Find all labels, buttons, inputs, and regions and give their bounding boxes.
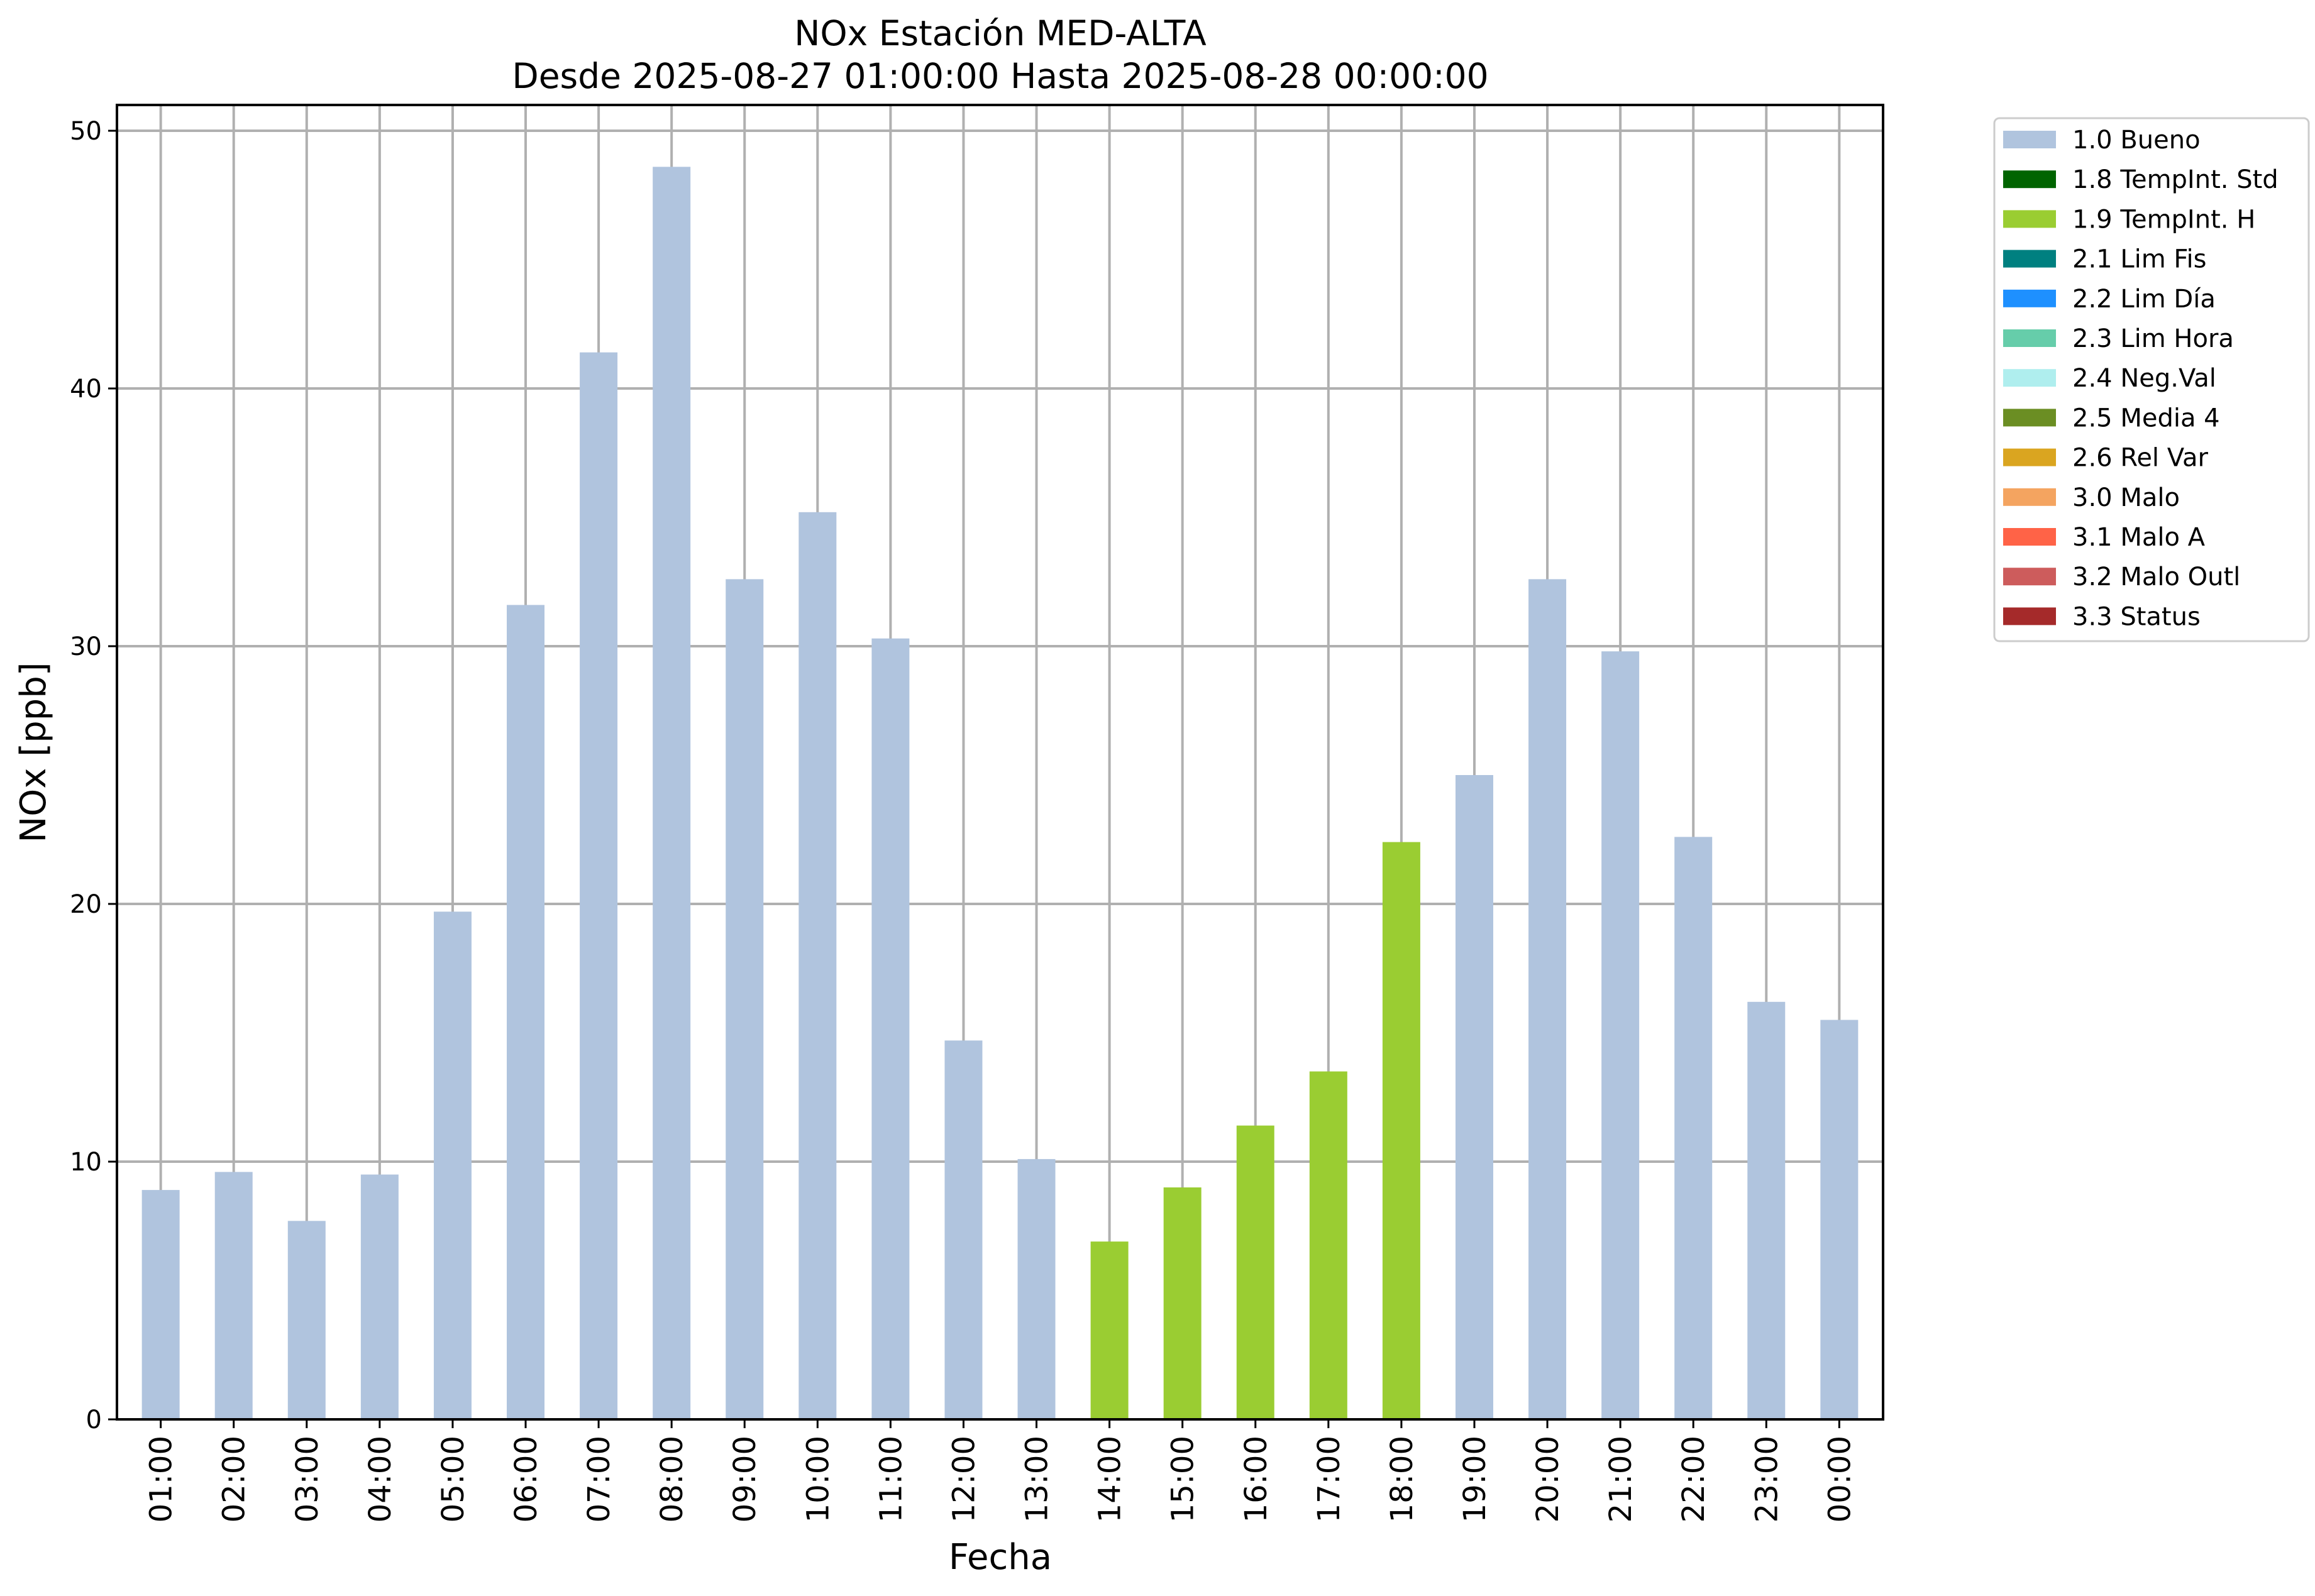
y-tick-label: 20 xyxy=(70,890,102,919)
legend-label: 2.6 Rel Var xyxy=(2072,444,2209,473)
bar-17:00 xyxy=(1309,1071,1347,1419)
x-tick-label: 22:00 xyxy=(1676,1436,1711,1522)
x-tick-label: 03:00 xyxy=(290,1436,325,1522)
x-tick-label: 07:00 xyxy=(582,1436,617,1522)
bar-20:00 xyxy=(1528,579,1567,1419)
x-tick-label: 11:00 xyxy=(873,1436,909,1522)
x-tick-label: 14:00 xyxy=(1093,1436,1128,1522)
x-tick-label: 10:00 xyxy=(800,1436,836,1522)
bar-13:00 xyxy=(1017,1158,1056,1419)
x-tick-label: 02:00 xyxy=(217,1436,252,1522)
x-tick-label: 00:00 xyxy=(1822,1436,1857,1522)
y-axis-label: NOx [ppb] xyxy=(13,662,54,842)
bar-12:00 xyxy=(944,1040,983,1419)
x-tick-label: 23:00 xyxy=(1749,1436,1784,1522)
legend-label: 2.1 Lim Fis xyxy=(2072,245,2206,274)
x-axis-ticks: 01:00 02:00 03:00 04:00 05:00 06:00 07:00 08:00… xyxy=(144,1419,1857,1522)
x-tick-label: 19:00 xyxy=(1457,1436,1493,1522)
bar-02:00 xyxy=(214,1172,253,1419)
x-tick-label: 17:00 xyxy=(1312,1436,1347,1522)
legend-swatch xyxy=(2003,528,2056,546)
y-tick-label: 30 xyxy=(70,632,102,661)
bar-05:00 xyxy=(433,911,472,1419)
x-tick-label: 09:00 xyxy=(727,1436,763,1522)
legend-swatch xyxy=(2003,329,2056,347)
x-tick-label: 18:00 xyxy=(1384,1436,1420,1522)
bar-06:00 xyxy=(507,605,545,1419)
bar-04:00 xyxy=(360,1174,399,1419)
y-tick-label: 50 xyxy=(70,117,102,146)
legend-label: 2.3 Lim Hora xyxy=(2072,324,2234,353)
legend-label: 1.9 TempInt. H xyxy=(2072,205,2255,234)
x-axis-label: Fecha xyxy=(949,1537,1052,1578)
y-tick-label: 0 xyxy=(86,1406,102,1434)
chart-subtitle: Desde 2025-08-27 01:00:00 Hasta 2025-08-… xyxy=(512,56,1488,96)
x-tick-label: 06:00 xyxy=(509,1436,544,1522)
legend: 1.0 Bueno 1.8 TempInt. Std 1.9 TempInt. H 2… xyxy=(1993,117,2310,642)
legend-swatch xyxy=(2003,369,2056,387)
legend-label: 1.0 Bueno xyxy=(2072,126,2201,155)
bar-19:00 xyxy=(1455,775,1493,1419)
bar-03:00 xyxy=(287,1221,326,1419)
x-tick-label: 01:00 xyxy=(144,1436,179,1522)
legend-label: 1.8 TempInt. Std xyxy=(2072,165,2279,194)
bar-18:00 xyxy=(1382,842,1420,1419)
legend-swatch xyxy=(2003,131,2056,148)
bars xyxy=(141,167,1859,1420)
bar-21:00 xyxy=(1601,651,1640,1419)
legend-swatch xyxy=(2003,448,2056,466)
bar-14:00 xyxy=(1090,1241,1129,1419)
bar-15:00 xyxy=(1163,1187,1202,1419)
x-tick-label: 20:00 xyxy=(1530,1436,1566,1522)
legend-label: 3.2 Malo Outl xyxy=(2072,563,2240,592)
legend-label: 2.5 Media 4 xyxy=(2072,404,2220,432)
bar-09:00 xyxy=(726,579,764,1419)
chart-title: NOx Estación MED-ALTA xyxy=(794,13,1207,53)
bar-11:00 xyxy=(871,638,910,1420)
legend-swatch xyxy=(2003,170,2056,189)
bar-23:00 xyxy=(1747,1001,1786,1419)
legend-swatch xyxy=(2003,568,2056,586)
legend-label: 3.3 Status xyxy=(2072,602,2201,631)
bar-00:00 xyxy=(1820,1020,1859,1419)
legend-label: 3.0 Malo xyxy=(2072,483,2180,512)
x-tick-label: 12:00 xyxy=(946,1436,981,1522)
y-tick-label: 40 xyxy=(70,375,102,404)
legend-swatch xyxy=(2003,250,2056,268)
plot-frame xyxy=(116,104,1884,1421)
bar-22:00 xyxy=(1674,837,1713,1419)
bar-01:00 xyxy=(141,1190,180,1419)
legend-swatch xyxy=(2003,409,2056,427)
bar-10:00 xyxy=(798,512,837,1419)
legend-label: 2.4 Neg.Val xyxy=(2072,364,2216,393)
legend-swatch xyxy=(2003,488,2056,506)
x-tick-label: 13:00 xyxy=(1020,1436,1055,1522)
legend-label: 3.1 Malo A xyxy=(2072,523,2206,552)
bar-07:00 xyxy=(580,352,618,1419)
x-tick-label: 08:00 xyxy=(655,1436,690,1522)
bar-08:00 xyxy=(653,167,691,1419)
legend-swatch xyxy=(2003,607,2056,625)
x-tick-label: 16:00 xyxy=(1239,1436,1274,1522)
legend-label: 2.2 Lim Día xyxy=(2072,285,2216,314)
x-tick-label: 15:00 xyxy=(1166,1436,1201,1522)
x-tick-label: 21:00 xyxy=(1603,1436,1638,1522)
legend-frame xyxy=(1993,117,2310,642)
x-tick-label: 04:00 xyxy=(363,1436,398,1522)
x-tick-label: 05:00 xyxy=(436,1436,471,1522)
legend-swatch xyxy=(2003,289,2056,307)
y-tick-label: 10 xyxy=(70,1148,102,1177)
bar-16:00 xyxy=(1236,1125,1274,1419)
y-axis-ticks: 0 10 20 30 40 50 xyxy=(70,117,117,1434)
legend-swatch xyxy=(2003,210,2056,228)
